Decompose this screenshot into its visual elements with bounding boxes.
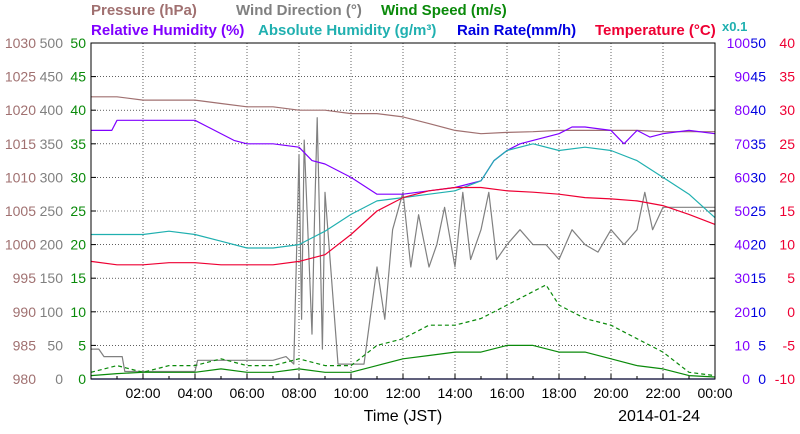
rain_rate-tick-label: 0 <box>758 371 766 387</box>
legend-item: Wind Direction (°) <box>236 2 362 19</box>
x-tick-label: 10:00 <box>333 385 368 401</box>
humidity-tick-label: 50 <box>734 203 750 219</box>
legend: Pressure (hPa) Wind Direction (°) Wind Spe… <box>91 2 747 39</box>
x-tick-label: 22:00 <box>645 385 680 401</box>
wind_direction-tick-label: 350 <box>40 136 64 152</box>
wind_direction-tick-label: 50 <box>47 337 63 353</box>
x-tick-label: 12:00 <box>385 385 420 401</box>
temperature-tick-label: 0 <box>787 304 795 320</box>
rain_rate-tick-label: 20 <box>750 237 766 253</box>
pressure-tick-label: 990 <box>13 304 37 320</box>
axes-layer: 02:00 04:00 06:00 08:00 10:00 12:00 14:00 16:00… <box>5 35 795 425</box>
pressure-tick-label: 1025 <box>5 69 36 85</box>
temperature-tick-label: 25 <box>779 136 795 152</box>
rain_rate-tick-label: 15 <box>750 270 766 286</box>
x-tick-label: 02:00 <box>125 385 160 401</box>
legend-item: Pressure (hPa) <box>91 2 197 19</box>
wind_direction-tick-label: 450 <box>40 69 64 85</box>
wind_direction-tick-label: 150 <box>40 270 64 286</box>
x-tick-label: 14:00 <box>437 385 472 401</box>
wind_speed-tick-label: 10 <box>70 304 86 320</box>
x-tick-label: 16:00 <box>489 385 524 401</box>
temperature-tick-label: -5 <box>783 337 796 353</box>
humidity-tick-label: 0 <box>742 371 750 387</box>
x-tick-label: 18:00 <box>541 385 576 401</box>
wind_direction-tick-label: 100 <box>40 304 64 320</box>
humidity-tick-label: 80 <box>734 102 750 118</box>
pressure-tick-label: 1030 <box>5 35 36 51</box>
rain_rate-tick-label: 45 <box>750 69 766 85</box>
legend-item: Relative Humidity (%) <box>91 22 244 39</box>
wind_direction-tick-label: 300 <box>40 169 64 185</box>
pressure-tick-label: 995 <box>13 270 37 286</box>
rain_rate-tick-label: 5 <box>758 337 766 353</box>
rain_rate-tick-label: 25 <box>750 203 766 219</box>
series-line-temperature-7 <box>90 186 716 266</box>
humidity-tick-label: 10 <box>734 337 750 353</box>
x-tick-label: 06:00 <box>229 385 264 401</box>
wind_speed-tick-label: 5 <box>78 337 86 353</box>
humidity-tick-label: 70 <box>734 136 750 152</box>
temperature-tick-label: 20 <box>779 169 795 185</box>
series-line-wind_speed-2 <box>90 284 716 377</box>
pressure-tick-label: 985 <box>13 337 37 353</box>
wind_speed-tick-label: 35 <box>70 136 86 152</box>
wind_speed-tick-label: 40 <box>70 102 86 118</box>
pressure-tick-label: 1000 <box>5 237 36 253</box>
wind_direction-tick-label: 400 <box>40 102 64 118</box>
series-layer <box>90 96 716 380</box>
legend-item: Rain Rate(mm/h) <box>457 22 576 39</box>
x-tick-label: 20:00 <box>593 385 628 401</box>
pressure-tick-label: 1015 <box>5 136 36 152</box>
pressure-tick-label: 1005 <box>5 203 36 219</box>
x-axis-title: Time (JST) <box>364 408 443 425</box>
x-tick-label: 04:00 <box>177 385 212 401</box>
humidity-tick-label: 60 <box>734 169 750 185</box>
rain_rate-tick-label: 40 <box>750 102 766 118</box>
wind_speed-tick-label: 15 <box>70 270 86 286</box>
rain_rate-tick-label: 50 <box>750 35 766 51</box>
series-line-wind_direction-1 <box>91 117 715 373</box>
humidity-tick-label: 100 <box>727 35 751 51</box>
grid <box>91 43 715 379</box>
temperature-tick-label: 5 <box>787 270 795 286</box>
temperature-tick-label: 30 <box>779 102 795 118</box>
temperature-tick-label: -10 <box>775 371 795 387</box>
wind_speed-tick-label: 25 <box>70 203 86 219</box>
rain_rate-tick-label: 30 <box>750 169 766 185</box>
wind_speed-tick-label: 50 <box>70 35 86 51</box>
wind_speed-tick-label: 20 <box>70 237 86 253</box>
wind_direction-tick-label: 0 <box>55 371 63 387</box>
pressure-tick-label: 1020 <box>5 102 36 118</box>
wind_direction-tick-label: 200 <box>40 237 64 253</box>
temperature-tick-label: 35 <box>779 69 795 85</box>
pressure-tick-label: 980 <box>13 371 37 387</box>
legend-item: Absolute Humidity (g/m³) <box>258 22 436 39</box>
wind_speed-tick-label: 0 <box>78 371 86 387</box>
temperature-tick-label: 40 <box>779 35 795 51</box>
legend-item: Wind Speed (m/s) <box>381 2 507 19</box>
wind_direction-tick-label: 250 <box>40 203 64 219</box>
scale-note: x0.1 <box>722 19 747 34</box>
rain_rate-tick-label: 35 <box>750 136 766 152</box>
wind_speed-tick-label: 30 <box>70 169 86 185</box>
pressure-tick-label: 1010 <box>5 169 36 185</box>
temperature-tick-label: 10 <box>779 237 795 253</box>
legend-item: Temperature (°C) <box>595 22 716 39</box>
series-line-wind_speed-3 <box>90 344 716 378</box>
humidity-tick-label: 20 <box>734 304 750 320</box>
x-tick-label: 00:00 <box>697 385 732 401</box>
humidity-tick-label: 90 <box>734 69 750 85</box>
humidity-tick-label: 40 <box>734 237 750 253</box>
x-tick-label: 08:00 <box>281 385 316 401</box>
humidity-tick-label: 30 <box>734 270 750 286</box>
temperature-tick-label: 15 <box>779 203 795 219</box>
wind_direction-tick-label: 500 <box>40 35 64 51</box>
rain_rate-tick-label: 10 <box>750 304 766 320</box>
date-label: 2014-01-24 <box>618 408 700 425</box>
wind_speed-tick-label: 45 <box>70 69 86 85</box>
